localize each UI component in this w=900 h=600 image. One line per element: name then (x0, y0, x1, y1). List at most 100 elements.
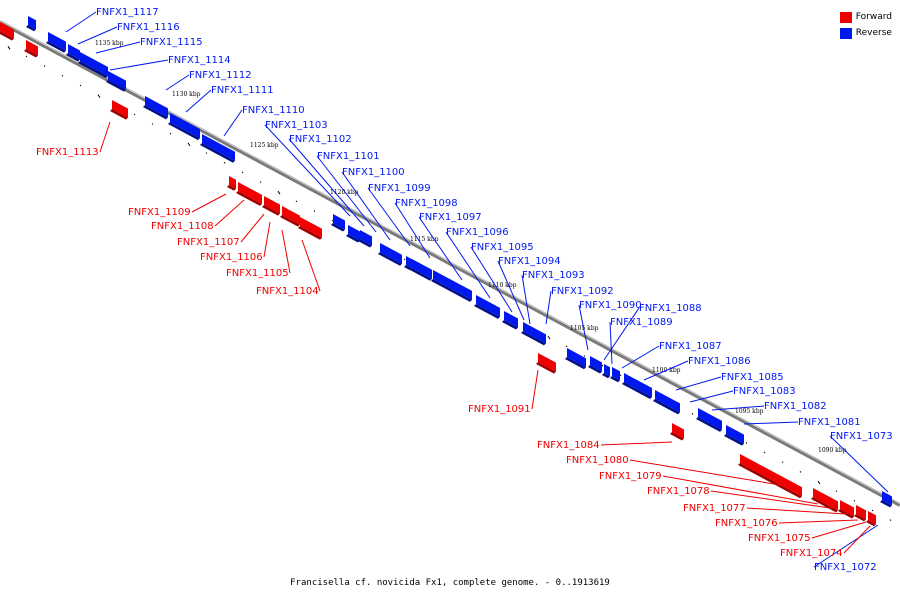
gene-box-reverse[interactable] (106, 71, 126, 92)
gene-box-reverse[interactable] (200, 134, 235, 163)
reverse-swatch (839, 27, 852, 39)
gene-box-forward[interactable] (24, 40, 38, 58)
gene-label-text: FNFX1_1106 (200, 252, 263, 263)
gene-box-forward[interactable] (0, 22, 14, 41)
leader-line (341, 171, 391, 241)
leader-line (609, 321, 613, 365)
gene-box-forward[interactable] (670, 423, 684, 441)
gene-label-text: FNFX1_1074 (780, 548, 843, 559)
gene-box-forward[interactable] (262, 196, 280, 216)
gene-label-text: FNFX1_1080 (566, 455, 629, 466)
gene-box-reverse[interactable] (565, 348, 586, 370)
gene-box-reverse[interactable] (588, 356, 602, 374)
gene-box-reverse[interactable] (602, 364, 610, 379)
gene-label-text: FNFX1_1081 (798, 417, 861, 428)
gene-box-reverse[interactable] (143, 96, 168, 120)
gene-label-fnfx1_1073: FNFX1_1073 (829, 431, 893, 493)
gene-box-reverse[interactable] (404, 256, 412, 271)
gene-label-fnfx1_1075: FNFX1_1075 (748, 521, 867, 544)
legend-label-reverse: Reverse (855, 28, 892, 38)
gene-box-reverse[interactable] (610, 367, 620, 383)
tick-mark (223, 161, 226, 164)
tick-mark (853, 499, 856, 502)
tick-mark (97, 94, 101, 98)
gene-box-reverse[interactable] (358, 230, 372, 248)
gene-label-fnfx1_1090: FNFX1_1090 (578, 300, 642, 351)
leader-line (165, 74, 190, 91)
gene-label-fnfx1_1113: FNFX1_1113 (36, 121, 111, 158)
gene-box-forward[interactable] (227, 176, 236, 191)
tick-mark (403, 258, 406, 261)
gene-box-reverse[interactable] (346, 225, 360, 243)
forward-swatch (839, 11, 852, 23)
gene-box-reverse[interactable] (331, 214, 345, 232)
gene-label-text: FNFX1_1096 (446, 227, 509, 238)
gene-label-fnfx1_1085: FNFX1_1085 (675, 372, 784, 391)
leader-line (394, 202, 431, 259)
gene-box-forward[interactable] (854, 505, 866, 522)
gene-box-forward[interactable] (110, 100, 128, 120)
gene-box-forward[interactable] (536, 353, 556, 374)
gene-box-reverse[interactable] (410, 259, 432, 281)
tick-mark (169, 132, 172, 135)
leader-line (778, 519, 859, 524)
gene-label-fnfx1_1080: FNFX1_1080 (566, 455, 787, 487)
gene-box-forward[interactable] (738, 454, 802, 499)
leader-line (710, 490, 831, 509)
gene-label-text: FNFX1_1105 (226, 268, 289, 279)
gene-box-reverse[interactable] (724, 425, 744, 446)
gene-box-reverse[interactable] (474, 295, 500, 319)
gene-label-text: FNFX1_1103 (265, 120, 328, 131)
gene-box-reverse[interactable] (378, 243, 402, 266)
gene-box-reverse[interactable] (502, 311, 518, 330)
leader-line (603, 307, 640, 361)
gene-box-reverse[interactable] (168, 113, 200, 141)
leader-line (813, 524, 879, 568)
gene-box-reverse[interactable] (622, 373, 652, 400)
gene-box-reverse[interactable] (696, 408, 722, 432)
leader-line (578, 304, 589, 351)
tick-mark (187, 142, 191, 147)
gene-label-text: FNFX1_1090 (579, 300, 642, 311)
gene-label-text: FNFX1_1084 (537, 440, 600, 451)
gene-box-reverse[interactable] (521, 322, 546, 346)
leader-line (689, 390, 734, 403)
gene-label-fnfx1_1086: FNFX1_1086 (643, 356, 751, 381)
gene-label-text: FNFX1_1095 (471, 242, 534, 253)
gene-label-text: FNFX1_1076 (715, 518, 778, 529)
gene-label-fnfx1_1094: FNFX1_1094 (497, 256, 561, 321)
gene-label-fnfx1_1108: FNFX1_1108 (151, 199, 245, 232)
gene-box-reverse[interactable] (431, 270, 472, 302)
leader-line (281, 229, 291, 274)
gene-label-fnfx1_1077: FNFX1_1077 (683, 503, 847, 515)
gene-label-text: FNFX1_1102 (289, 134, 352, 145)
gene-box-reverse[interactable] (26, 16, 36, 32)
leader-line (264, 124, 351, 217)
gene-box-forward[interactable] (280, 206, 300, 227)
gene-box-forward[interactable] (236, 182, 262, 206)
tick-mark (79, 84, 82, 87)
gene-box-forward[interactable] (838, 500, 854, 519)
leader-line (521, 274, 531, 325)
gene-label-text: FNFX1_1109 (128, 207, 191, 218)
gene-box-reverse[interactable] (78, 52, 108, 79)
gene-label-text: FNFX1_1117 (96, 7, 159, 18)
gene-label-fnfx1_1116: FNFX1_1116 (77, 22, 180, 45)
gene-box-forward[interactable] (298, 217, 322, 240)
gene-box-forward[interactable] (866, 511, 876, 527)
gene-box-reverse[interactable] (653, 390, 680, 415)
gene-box-forward[interactable] (811, 488, 838, 513)
tick-mark (331, 219, 334, 222)
tick-mark (889, 519, 892, 522)
gene-label-text: FNFX1_1116 (117, 22, 180, 33)
gene-box-reverse[interactable] (880, 491, 892, 508)
kbp-tick-label: 1105 kbp (570, 325, 599, 332)
gene-box-reverse[interactable] (66, 44, 80, 62)
gene-box-reverse[interactable] (46, 32, 66, 53)
gene-label-fnfx1_1082: FNFX1_1082 (711, 401, 827, 412)
gene-label-text: FNFX1_1083 (733, 386, 796, 397)
leader-line (746, 507, 847, 515)
tick-mark (817, 480, 821, 485)
gene-label-text: FNFX1_1086 (688, 356, 751, 367)
